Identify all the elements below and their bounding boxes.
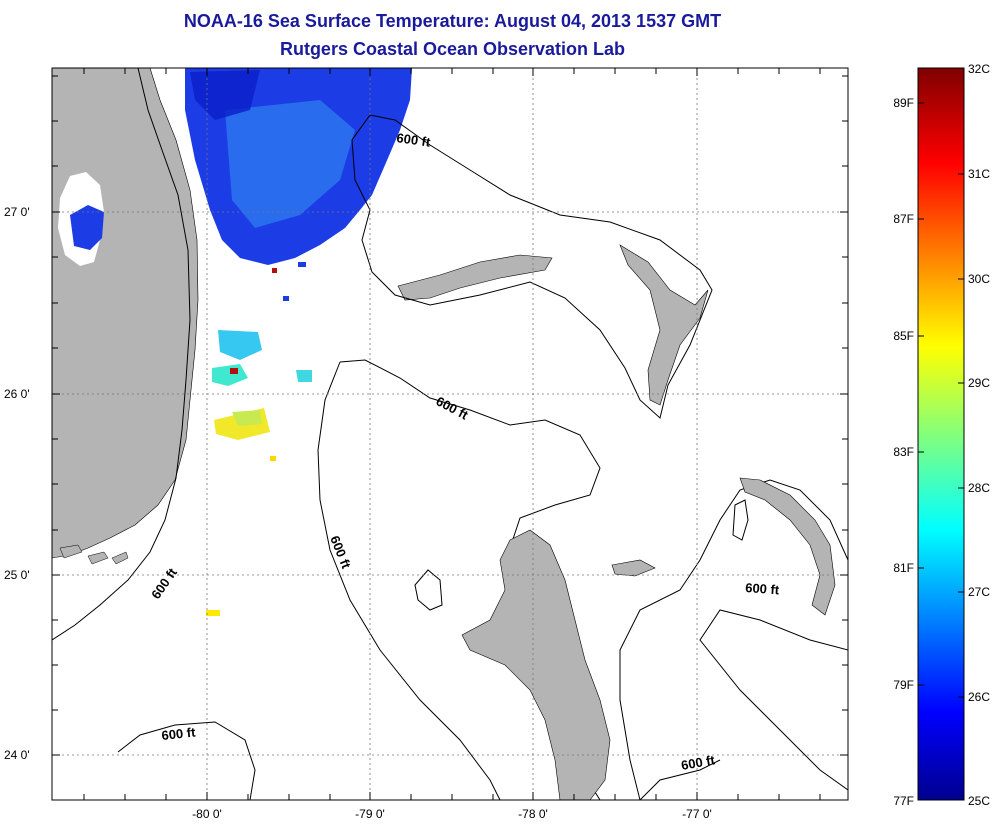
lat-label: 26 0' [4,387,30,401]
sst-swath-cold [70,68,412,301]
map-title: NOAA-16 Sea Surface Temperature: August … [183,11,722,31]
south-contour [639,759,721,800]
colorbar-c-label: 32C [968,62,990,76]
colorbar-ticks [918,102,964,698]
contour-label: 600 ft [396,130,432,150]
lat-label: 24 0' [4,748,30,762]
lon-label: -78 0' [518,807,548,821]
cay-sal-contour [117,721,256,800]
colorbar-f-label: 77F [893,794,914,808]
contour-florida [52,68,191,641]
map-subtitle: Rutgers Coastal Ocean Observation Lab [279,39,626,59]
exuma-contour [732,499,749,541]
florida-keys [59,544,129,565]
colorbar-f-label: 85F [893,329,914,343]
lon-label: -79 0' [355,807,385,821]
lon-label: -80 0' [192,807,222,821]
map-frame [51,67,849,801]
colorbar-c-label: 31C [968,167,990,181]
contour-label: 600 ft [745,580,781,597]
colorbar-c-label: 26C [968,690,990,704]
colorbar-c-label: 25C [968,794,990,808]
lat-label: 25 0' [4,568,30,582]
eleuthera-island [739,477,836,616]
andros-island [461,529,611,800]
colorbar [917,67,965,801]
colorbar-f-label: 79F [893,678,914,692]
colorbar-c-label: 27C [968,585,990,599]
graticule [52,68,848,800]
colorbar-f-label: 89F [893,96,914,110]
colorbar-c-label: 28C [968,481,990,495]
contour-label: 600 ft [161,724,197,743]
grand-bahama [397,254,553,301]
tongue-contour [414,569,443,611]
colorbar-c-label: 29C [968,376,990,390]
colorbar-f-label: 87F [893,212,914,226]
colorbar-f-label: 81F [893,561,914,575]
sst-swath-warm [206,330,312,616]
colorbar-c-label: 30C [968,272,990,286]
great-bahama-bank [339,359,848,800]
axis-ticks [52,68,848,800]
lon-label: -77 0' [682,807,712,821]
new-providence [611,559,656,577]
lat-label: 27 0' [4,205,30,219]
abaco-island [619,244,709,406]
grand-bahama-bank [351,114,713,419]
contour-label: 600 ft [680,752,717,773]
colorbar-f-label: 83F [893,445,914,459]
bank-west-edge [317,361,501,800]
